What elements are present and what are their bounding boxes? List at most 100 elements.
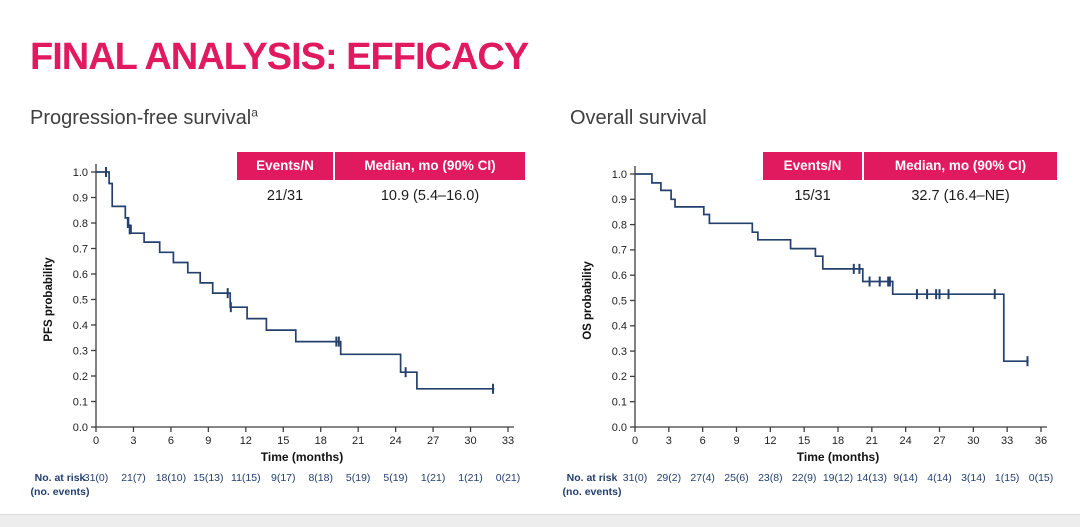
pfs-at-risk-value: 15(13) [193,472,223,484]
svg-text:9: 9 [205,435,211,447]
svg-text:0.4: 0.4 [73,320,88,332]
svg-text:3: 3 [130,435,136,447]
svg-text:36: 36 [1035,435,1047,447]
pfs-at-risk-value: 1(21) [458,472,483,484]
pfs-axes [91,164,514,432]
svg-text:33: 33 [1001,435,1013,447]
svg-text:30: 30 [967,435,979,447]
svg-text:18: 18 [832,435,844,447]
os-at-risk-value: 19(12) [823,472,853,484]
pfs-at-risk-value: 18(10) [156,472,186,484]
svg-text:0.2: 0.2 [612,371,627,383]
pfs-censor-marks [104,167,495,394]
pfs-survival-curve [96,171,495,390]
pfs-at-risk-label-line1: No. at risk [35,472,86,484]
svg-text:0.2: 0.2 [73,371,88,383]
os-at-risk-value: 1(15) [995,472,1020,484]
pfs-at-risk-value: 11(15) [231,472,261,484]
pfs-y-axis-label: PFS probability [43,257,55,342]
svg-text:0: 0 [632,435,638,447]
os-summary-table: Events/N Median, mo (90% CI) 15/31 32.7 … [763,152,1057,207]
pfs-at-risk-value: 5(19) [383,472,408,484]
svg-text:0.7: 0.7 [73,243,88,255]
svg-text:1.0: 1.0 [612,169,627,181]
pfs-tick-labels: 0.0 0.1 0.2 0.3 0.4 0.5 0.6 0.7 0.8 0.9 1.0 0 3 6 9 12 1… [73,167,514,447]
svg-text:0.6: 0.6 [612,270,627,282]
os-at-risk-value: 27(4) [690,472,715,484]
svg-text:24: 24 [900,435,912,447]
os-summary-header-row: Events/N Median, mo (90% CI) [763,152,1057,180]
os-at-risk-value: 14(13) [857,472,887,484]
svg-text:27: 27 [427,435,439,447]
pfs-events-n-header: Events/N [237,152,333,180]
svg-text:0.5: 0.5 [612,295,627,307]
os-censor-marks [852,263,1029,367]
pfs-median-header: Median, mo (90% CI) [335,152,525,180]
os-at-risk-value: 31(0) [623,472,648,484]
svg-text:15: 15 [277,435,289,447]
svg-text:0.3: 0.3 [612,346,627,358]
svg-text:30: 30 [464,435,476,447]
svg-text:15: 15 [798,435,810,447]
os-at-risk-value: 22(9) [792,472,817,484]
os-events-n-value: 15/31 [794,188,831,204]
os-at-risk-label-line1: No. at risk [567,472,618,484]
svg-text:0.5: 0.5 [73,294,88,306]
pfs-footnote-marker: a [251,105,258,120]
svg-text:0.8: 0.8 [73,218,88,230]
os-at-risk-value: 29(2) [657,472,682,484]
os-at-risk-label-line2: (no. events) [563,486,622,498]
os-axes [630,166,1047,432]
svg-text:6: 6 [700,435,706,447]
svg-text:9: 9 [733,435,739,447]
svg-text:27: 27 [933,435,945,447]
os-at-risk-value: 23(8) [758,472,783,484]
svg-text:12: 12 [764,435,776,447]
pfs-chart-title: Progression-free survivala [30,105,258,130]
os-at-risk-row: 31(0) 29(2) 27(4) 25(6) 23(8) 22(9) 19(12) 14(1… [563,472,1054,498]
os-at-risk-value: 9(14) [893,472,918,484]
os-at-risk-value: 4(14) [927,472,952,484]
svg-text:33: 33 [502,435,514,447]
svg-text:0.3: 0.3 [73,345,88,357]
svg-text:21: 21 [352,435,364,447]
pfs-summary-table: Events/N Median, mo (90% CI) 21/31 10.9 … [237,152,525,207]
os-tick-labels: 0.00.10.20.30.40.50.60.70.80.91.00 3 6 9 12 1… [612,169,1047,447]
pfs-at-risk-value: 9(17) [271,472,296,484]
svg-text:0: 0 [93,435,99,447]
os-median-value: 32.7 (16.4–NE) [911,188,1010,204]
pfs-chart-title-text: Progression-free survival [30,107,252,129]
os-at-risk-value: 3(14) [961,472,986,484]
os-chart-title-text: Overall survival [570,107,707,129]
footer-strip [0,514,1080,527]
os-km-chart: 0.00.10.20.30.40.50.60.70.80.91.00 3 6 9 12 1… [563,166,1054,498]
svg-text:0.9: 0.9 [73,192,88,204]
svg-text:18: 18 [315,435,327,447]
os-y-axis-label: OS probability [582,261,594,340]
svg-text:0.8: 0.8 [612,219,627,231]
svg-text:0.7: 0.7 [612,245,627,257]
pfs-x-axis-label: Time (months) [261,450,343,464]
pfs-at-risk-row: 31(0) 21(7) 18(10) 15(13) 11(15) 9(17) 8(18) 5(… [31,472,521,498]
svg-text:12: 12 [240,435,252,447]
page-title: FINAL ANALYSIS: EFFICACY [30,36,529,78]
pfs-at-risk-value: 0(21) [496,472,521,484]
svg-text:0.0: 0.0 [612,422,627,434]
svg-text:24: 24 [390,435,402,447]
svg-text:0.0: 0.0 [73,422,88,434]
pfs-km-chart: 0.0 0.1 0.2 0.3 0.4 0.5 0.6 0.7 0.8 0.9 1.0 0 3 6 9 12 1… [31,164,521,498]
pfs-summary-header-row: Events/N Median, mo (90% CI) [237,152,525,180]
pfs-at-risk-value: 8(18) [308,472,333,484]
svg-text:0.4: 0.4 [612,321,627,333]
pfs-at-risk-label-line2: (no. events) [31,486,90,498]
pfs-at-risk-value: 31(0) [84,472,109,484]
os-at-risk-value: 0(15) [1029,472,1054,484]
os-median-header: Median, mo (90% CI) [864,152,1057,180]
os-x-axis-label: Time (months) [797,450,879,464]
svg-text:1.0: 1.0 [73,167,88,179]
pfs-at-risk-value: 1(21) [421,472,446,484]
svg-text:0.6: 0.6 [73,269,88,281]
os-survival-curve [635,173,1029,363]
svg-text:0.1: 0.1 [73,396,88,408]
os-summary-value-row: 15/31 32.7 (16.4–NE) [763,180,1057,207]
